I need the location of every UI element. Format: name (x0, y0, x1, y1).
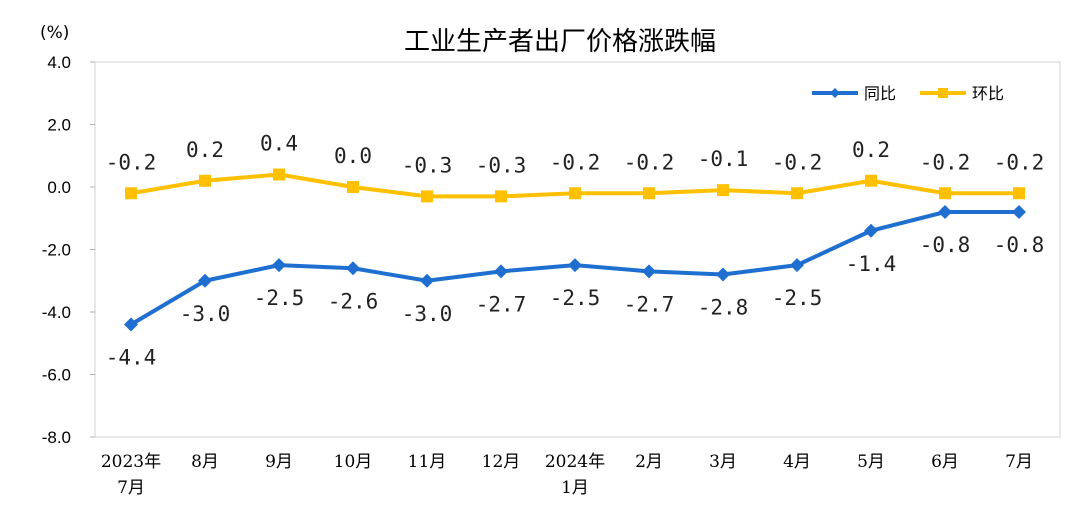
x-tick-label: 6月 (931, 452, 959, 472)
x-axis: 2023年 7月 8月 9月 10月 11月 12月 2024年 1月 2月 3月 4月 5月 6月 7月 (101, 452, 1033, 498)
data-label: -2.5 (254, 286, 305, 310)
y-tick-label: -8.0 (42, 428, 71, 447)
data-label: -0.8 (994, 233, 1045, 257)
legend: 同比 环比 (812, 84, 1004, 103)
data-point (864, 223, 878, 238)
x-tick-label: 2024年 (545, 452, 605, 472)
data-point (643, 187, 655, 200)
data-label: -2.5 (550, 286, 601, 310)
x-tick-label: 2023年 (101, 452, 161, 472)
data-label: -0.8 (920, 233, 971, 257)
data-label: -0.2 (994, 150, 1045, 174)
y-axis: 4.0 2.0 0.0 -2.0 -4.0 -6.0 -8.0 (42, 53, 95, 447)
x-tick-label: 4月 (783, 452, 811, 472)
data-label: -3.0 (180, 302, 231, 326)
plot-area-border (94, 61, 1061, 438)
data-label: -0.2 (550, 150, 601, 174)
data-point (865, 174, 877, 187)
data-point (199, 174, 211, 187)
series-2: -0.2 0.2 0.4 0.0 -0.3 -0.3 -0.2 -0.2 -0.1 -0.2 0.2… (106, 132, 1045, 203)
data-label: -4.4 (106, 346, 157, 370)
data-point (716, 267, 730, 282)
x-tick-label: 10月 (334, 452, 373, 472)
data-point (1013, 187, 1025, 200)
data-point (790, 258, 804, 273)
data-label: -2.8 (698, 296, 749, 320)
y-tick-label: 0.0 (47, 178, 71, 197)
data-point (791, 187, 803, 200)
legend-marker (938, 88, 948, 98)
data-point (642, 264, 656, 279)
data-point (717, 184, 729, 197)
data-point (273, 168, 285, 181)
data-label: -0.3 (402, 153, 453, 177)
x-tick-label: 7月 (1005, 452, 1033, 472)
legend-marker (830, 88, 840, 98)
data-label: -0.2 (920, 150, 971, 174)
x-tick-label: 9月 (265, 452, 293, 472)
data-point (346, 261, 360, 276)
legend-label: 环比 (972, 84, 1004, 103)
x-tick-label: 3月 (709, 452, 737, 472)
data-label: -2.7 (624, 292, 675, 316)
data-label: -2.6 (328, 289, 379, 313)
data-point (347, 181, 359, 193)
data-label: -0.1 (698, 147, 749, 171)
series-layer: -4.4 -3.0 -2.5 -2.6 -3.0 -2.7 -2.5 -2.7 -2.8 -2.5… (106, 132, 1045, 370)
data-label: -0.2 (772, 150, 823, 174)
data-label: -3.0 (402, 302, 453, 326)
data-point (124, 317, 138, 332)
series-1: -4.4 -3.0 -2.5 -2.6 -3.0 -2.7 -2.5 -2.7 -2.8 -2.5… (106, 205, 1045, 370)
data-point (125, 187, 137, 200)
data-point (569, 187, 581, 200)
legend-item: 同比 (812, 84, 896, 103)
data-label: -0.3 (476, 153, 527, 177)
data-label: 0.4 (260, 132, 298, 156)
data-point (272, 258, 286, 273)
x-tick-label: 7月 (117, 478, 145, 498)
y-tick-label: -6.0 (42, 366, 71, 385)
data-label: -0.2 (106, 150, 157, 174)
data-label: -1.4 (846, 252, 897, 276)
y-tick-label: 2.0 (47, 116, 71, 135)
x-tick-label: 8月 (191, 452, 219, 472)
data-label: 0.2 (186, 138, 224, 162)
data-label: 0.2 (852, 138, 890, 162)
data-point (420, 273, 434, 288)
chart-title: 工业生产者出厂价格涨跌幅 (404, 27, 716, 57)
y-tick-label: 4.0 (47, 53, 71, 72)
data-label: 0.0 (334, 144, 372, 168)
x-tick-label: 12月 (482, 452, 521, 472)
y-axis-unit-label: (%) (40, 23, 69, 43)
data-label: -2.7 (476, 292, 527, 316)
data-point (939, 187, 951, 200)
x-tick-label: 5月 (857, 452, 885, 472)
data-label: -2.5 (772, 286, 823, 310)
data-point (198, 273, 212, 288)
data-point (495, 190, 507, 203)
y-tick-label: -2.0 (42, 241, 71, 260)
data-point (1012, 205, 1026, 219)
x-tick-label: 11月 (408, 452, 447, 472)
data-point (568, 258, 582, 273)
data-label: -0.2 (624, 150, 675, 174)
x-tick-label: 1月 (561, 478, 589, 498)
data-point (494, 264, 508, 279)
legend-label: 同比 (864, 84, 896, 103)
x-tick-label: 2月 (635, 452, 663, 472)
y-tick-label: -4.0 (42, 303, 71, 322)
data-point (938, 205, 952, 219)
legend-item: 环比 (920, 84, 1004, 103)
data-point (421, 190, 433, 203)
